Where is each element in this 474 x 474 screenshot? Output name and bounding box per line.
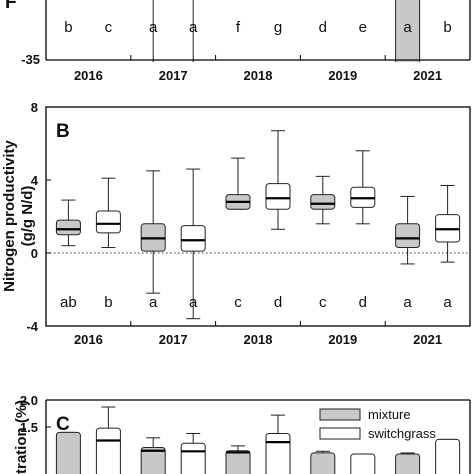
- box: [55, 431, 81, 474]
- panel-b-ytick-label: 8: [31, 100, 38, 115]
- box: [265, 432, 291, 474]
- panel-a-significance-letter: g: [274, 19, 282, 36]
- panel-c-box-switchgrass-5: [435, 438, 461, 474]
- legend-label-mixture: mixture: [368, 407, 411, 422]
- box: [310, 194, 336, 210]
- panel-b-box-mixture-2017: [140, 170, 166, 294]
- panel-b-y-axis-label-line2: (g/g N/d): [19, 186, 36, 247]
- panel-a-xtick-label: 2018: [244, 68, 273, 83]
- panel-b-label: B: [56, 121, 70, 142]
- panel-a-significance-letter: b: [64, 19, 72, 36]
- panel-a-significance-letter: c: [105, 19, 113, 36]
- panel-b-y-axis-label-line1: Nitrogen productivity: [1, 140, 18, 292]
- box: [55, 219, 81, 236]
- panel-a-significance-letter: f: [236, 19, 241, 36]
- panel-b-xtick-label: 2018: [244, 332, 273, 347]
- panel-c-box-switchgrass-4: [350, 453, 376, 474]
- panel-b-xtick-label: 2021: [413, 332, 442, 347]
- panel-c-box-mixture-2: [140, 437, 166, 474]
- panel-a-xtick-label: 2016: [74, 68, 103, 83]
- panel-b-xtick-label: 2017: [159, 332, 188, 347]
- panel-a-significance-letter: a: [189, 19, 198, 36]
- panel-b-box-mixture-2016: [55, 199, 81, 247]
- panel-b-significance-letter: a: [149, 294, 158, 311]
- panel-a-significance-letter: d: [319, 19, 327, 36]
- panel-b-significance-letter: b: [104, 294, 112, 311]
- box: [265, 183, 291, 210]
- panel-b-box-mixture-2018: [225, 157, 251, 210]
- panel-c-ytick-label: 2.0: [20, 393, 38, 408]
- panel-b-significance-letter: c: [319, 294, 327, 311]
- panel-b-xtick-label: 2019: [328, 332, 357, 347]
- panel-a-significance-letter: a: [403, 19, 412, 36]
- panel-b-significance-letter: a: [403, 294, 412, 311]
- panel-c-box-switchgrass-2: [180, 432, 206, 474]
- panel-c-y-axis-label-fragment: tration (%): [13, 400, 30, 474]
- panel-a-significance-letter: b: [443, 19, 451, 36]
- box: [95, 427, 121, 474]
- panel-b-significance-letter: ab: [60, 294, 77, 311]
- panel-a-mixture-2021-box: [395, 0, 421, 62]
- panel-b-box-mixture-2021: [395, 195, 421, 265]
- box: [435, 438, 461, 474]
- panel-a-label-fragment: F: [5, 0, 17, 13]
- panel-b-significance-letter: c: [234, 294, 242, 311]
- panel-b-box-switchgrass-2017: [180, 168, 206, 320]
- panel-b-box-switchgrass-2021: [435, 184, 461, 263]
- panel-a-xtick-label: 2019: [328, 68, 357, 83]
- legend-swatch-mixture: [319, 408, 361, 421]
- panel-c-box-switchgrass-1: [95, 406, 121, 474]
- panel-c-box-mixture-1: [55, 431, 81, 474]
- panel-b-ytick-label: -4: [26, 319, 38, 334]
- panel-b-box-switchgrass-2019: [350, 150, 376, 225]
- panel-b-y-axis-label: Nitrogen productivity(g/g N/d): [1, 140, 36, 292]
- panel-a-significance-letter: a: [149, 19, 158, 36]
- panel-b-significance-letter: a: [443, 294, 452, 311]
- panel-b-significance-letter: d: [274, 294, 282, 311]
- panel-c-ytick-label: 1.5: [20, 420, 38, 435]
- panel-a-xtick-label: 2021: [413, 68, 442, 83]
- panel-b-box-switchgrass-2016: [95, 177, 121, 249]
- panel-b-frame: [45, 106, 471, 327]
- panel-b-xtick-label: 2016: [74, 332, 103, 347]
- panel-b: Nitrogen productivity(g/g N/d) 8 4 0 -4 2016 2…: [1, 100, 471, 347]
- panel-c-box-switchgrass-3: [265, 414, 291, 474]
- box: [310, 452, 336, 474]
- box: [350, 453, 376, 474]
- panel-a: b c a a f g d e a b F: [5, 0, 471, 62]
- panel-b-ytick-label: 4: [31, 173, 39, 188]
- box: [225, 450, 251, 474]
- panel-c-box-mixture-5: [395, 452, 421, 474]
- panel-b-box-switchgrass-2018: [265, 130, 291, 230]
- box: [140, 447, 166, 474]
- panel-b-ytick-label: 0: [31, 246, 38, 261]
- panel-c-box-mixture-4: [310, 450, 336, 474]
- panel-c-box-mixture-3: [225, 445, 251, 474]
- box: [395, 223, 421, 249]
- box: [395, 453, 421, 474]
- legend-swatch-switchgrass: [319, 427, 361, 440]
- box: [180, 442, 206, 474]
- panel-b-box-mixture-2019: [310, 175, 336, 225]
- legend-label-switchgrass: switchgrass: [368, 426, 436, 441]
- panel-a-significance-letter: e: [359, 19, 367, 36]
- panel-a-xtick-label: 2017: [159, 68, 188, 83]
- box: [95, 210, 121, 234]
- panel-b-significance-letter: a: [189, 294, 198, 311]
- box: [180, 225, 206, 252]
- panel-b-significance-letter: d: [359, 294, 367, 311]
- panel-c-label: C: [56, 414, 70, 435]
- panel-a-ytick-label: -35: [21, 52, 40, 67]
